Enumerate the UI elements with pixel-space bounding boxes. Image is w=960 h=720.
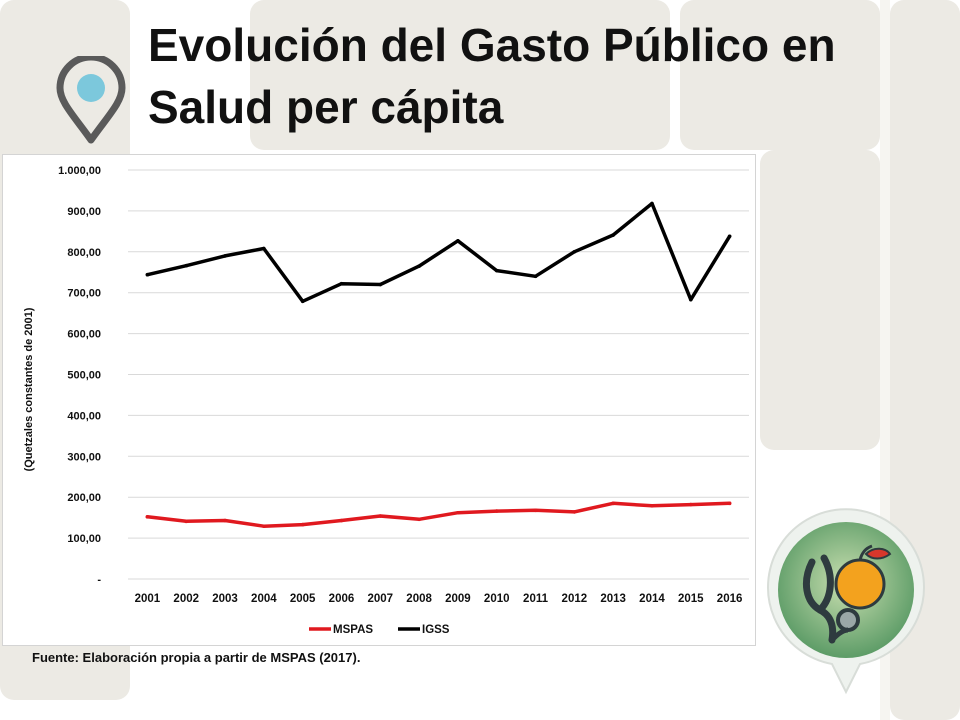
data-point-mspas — [533, 508, 538, 513]
data-point-igss — [262, 246, 266, 251]
data-point-igss — [378, 282, 383, 287]
y-tick-label: 600,00 — [67, 329, 101, 341]
data-point-mspas — [300, 522, 305, 527]
x-tick-label: 2012 — [562, 593, 588, 605]
data-point-mspas — [223, 518, 227, 523]
data-point-igss — [727, 234, 732, 239]
y-axis-title: (Quetzales constantes de 2001) — [23, 307, 35, 471]
data-point-mspas — [572, 510, 577, 514]
y-tick-label: 900,00 — [67, 206, 101, 218]
data-point-igss — [572, 250, 577, 254]
data-point-mspas — [378, 514, 383, 518]
x-tick-label: 2013 — [600, 593, 626, 605]
data-point-igss — [611, 233, 615, 237]
x-tick-label: 2006 — [329, 593, 355, 605]
data-point-mspas — [688, 502, 693, 507]
map-pin-icon — [56, 56, 126, 144]
y-tick-label: 300,00 — [67, 451, 101, 463]
y-tick-label: 700,00 — [67, 288, 101, 300]
series-line-mspas — [145, 501, 732, 528]
data-point-igss — [417, 264, 421, 268]
x-tick-label: 2008 — [406, 593, 432, 605]
y-tick-label: 100,00 — [67, 533, 101, 545]
y-tick-label: 800,00 — [67, 247, 101, 259]
y-tick-label: 400,00 — [67, 410, 101, 422]
source-note: Fuente: Elaboración propia a partir de M… — [32, 650, 361, 665]
y-tick-label: 200,00 — [67, 492, 101, 504]
data-point-mspas — [494, 509, 499, 513]
chart-area: - 100,00 200,00 300,00 400,00 500,00 600,00 700… — [2, 154, 756, 646]
y-tick-label: - — [97, 574, 101, 586]
x-tick-label: 2014 — [639, 593, 665, 605]
x-tick-label: 2011 — [523, 593, 549, 605]
x-tick-label: 2010 — [484, 593, 510, 605]
data-point-igss — [223, 254, 227, 258]
x-tick-label: 2016 — [717, 593, 743, 605]
x-tick-label: 2007 — [367, 593, 393, 605]
data-point-mspas — [456, 510, 460, 515]
data-point-mspas — [145, 515, 150, 519]
map-block — [680, 0, 880, 150]
x-tick-label: 2003 — [212, 593, 238, 605]
map-block — [760, 150, 880, 450]
data-point-mspas — [611, 501, 615, 506]
x-tick-label: 2004 — [251, 593, 277, 605]
data-point-igss — [688, 297, 693, 302]
data-point-igss — [145, 272, 150, 277]
x-tick-label: 2009 — [445, 593, 471, 605]
data-point-mspas — [262, 524, 266, 529]
stethoscope-fruit-icon — [767, 508, 925, 695]
legend-label: MSPAS — [333, 624, 373, 636]
data-point-igss — [184, 263, 189, 268]
data-point-igss — [300, 299, 305, 304]
data-point-igss — [533, 274, 538, 279]
data-point-igss — [650, 201, 654, 206]
data-point-igss — [456, 238, 460, 243]
data-point-mspas — [184, 519, 189, 524]
slide-title: Evolución del Gasto Público en Salud per… — [148, 19, 836, 133]
data-point-mspas — [417, 517, 421, 522]
data-point-mspas — [650, 503, 654, 508]
y-tick-label: 1.000,00 — [58, 165, 101, 177]
data-point-mspas — [727, 501, 732, 506]
data-point-igss — [339, 281, 344, 286]
legend-label: IGSS — [422, 624, 450, 636]
x-tick-label: 2001 — [135, 593, 161, 605]
y-tick-label: 500,00 — [67, 370, 101, 382]
data-point-igss — [494, 268, 499, 273]
series-line-igss — [145, 201, 732, 304]
x-tick-label: 2005 — [290, 593, 316, 605]
map-block — [250, 0, 670, 150]
map-road — [880, 0, 890, 720]
x-tick-label: 2015 — [678, 593, 704, 605]
line-chart: - 100,00 200,00 300,00 400,00 500,00 600,00 700… — [23, 165, 749, 636]
x-tick-label: 2002 — [173, 593, 199, 605]
data-point-mspas — [339, 518, 344, 523]
